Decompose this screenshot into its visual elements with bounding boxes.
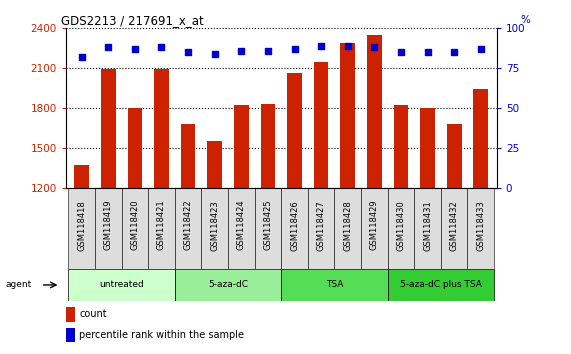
Point: [476, 46, 485, 52]
FancyBboxPatch shape: [69, 269, 175, 301]
FancyBboxPatch shape: [175, 269, 281, 301]
Text: GSM118432: GSM118432: [450, 200, 459, 251]
Text: agent: agent: [5, 280, 31, 290]
Text: GSM118431: GSM118431: [423, 200, 432, 251]
Bar: [287, 73, 302, 188]
Bar: [66, 327, 75, 342]
Text: GSM118418: GSM118418: [77, 200, 86, 251]
Point: [396, 50, 405, 55]
Bar: [66, 307, 75, 322]
Point: [210, 51, 219, 57]
Text: GSM118433: GSM118433: [476, 200, 485, 251]
FancyBboxPatch shape: [388, 269, 494, 301]
Bar: [260, 104, 275, 188]
Bar: [367, 35, 381, 188]
FancyBboxPatch shape: [308, 188, 335, 269]
Text: GSM118421: GSM118421: [157, 200, 166, 251]
FancyBboxPatch shape: [281, 269, 388, 301]
FancyBboxPatch shape: [415, 188, 441, 269]
Text: GDS2213 / 217691_x_at: GDS2213 / 217691_x_at: [61, 14, 204, 27]
Point: [237, 48, 246, 53]
Text: 5-aza-dC plus TSA: 5-aza-dC plus TSA: [400, 280, 482, 290]
Text: GSM118424: GSM118424: [237, 200, 246, 251]
Point: [77, 54, 86, 60]
Point: [157, 45, 166, 50]
Text: GSM118419: GSM118419: [104, 200, 112, 251]
Bar: [447, 124, 461, 188]
Bar: [154, 69, 169, 188]
Point: [183, 50, 192, 55]
Text: GSM118420: GSM118420: [130, 200, 139, 251]
Bar: [393, 105, 408, 188]
FancyBboxPatch shape: [95, 188, 122, 269]
Text: GSM118429: GSM118429: [370, 200, 379, 251]
FancyBboxPatch shape: [255, 188, 281, 269]
Point: [343, 43, 352, 49]
FancyBboxPatch shape: [335, 188, 361, 269]
FancyBboxPatch shape: [69, 188, 95, 269]
Bar: [101, 69, 115, 188]
FancyBboxPatch shape: [441, 188, 468, 269]
Bar: [127, 108, 142, 188]
FancyBboxPatch shape: [122, 188, 148, 269]
Text: 5-aza-dC: 5-aza-dC: [208, 280, 248, 290]
Text: percentile rank within the sample: percentile rank within the sample: [79, 330, 244, 340]
Point: [316, 43, 325, 49]
Bar: [74, 165, 89, 188]
Text: GSM118427: GSM118427: [317, 200, 325, 251]
Text: GSM118423: GSM118423: [210, 200, 219, 251]
Bar: [181, 124, 195, 188]
Text: GSM118422: GSM118422: [184, 200, 192, 251]
FancyBboxPatch shape: [202, 188, 228, 269]
FancyBboxPatch shape: [468, 188, 494, 269]
Text: GSM118425: GSM118425: [263, 200, 272, 251]
FancyBboxPatch shape: [361, 188, 388, 269]
Point: [104, 45, 113, 50]
Bar: [207, 141, 222, 188]
FancyBboxPatch shape: [175, 188, 202, 269]
Bar: [234, 105, 248, 188]
Bar: [340, 43, 355, 188]
Point: [449, 50, 459, 55]
Bar: [420, 108, 435, 188]
Text: TSA: TSA: [325, 280, 343, 290]
Text: GSM118430: GSM118430: [396, 200, 405, 251]
Point: [290, 46, 299, 52]
Point: [423, 50, 432, 55]
Text: GSM118428: GSM118428: [343, 200, 352, 251]
Point: [370, 45, 379, 50]
Point: [130, 46, 139, 52]
Text: untreated: untreated: [99, 280, 144, 290]
Point: [263, 48, 272, 53]
Bar: [314, 62, 328, 188]
FancyBboxPatch shape: [228, 188, 255, 269]
FancyBboxPatch shape: [388, 188, 415, 269]
Text: GSM118426: GSM118426: [290, 200, 299, 251]
Text: %: %: [521, 15, 530, 25]
FancyBboxPatch shape: [281, 188, 308, 269]
Text: count: count: [79, 309, 107, 319]
FancyBboxPatch shape: [148, 188, 175, 269]
Bar: [473, 89, 488, 188]
